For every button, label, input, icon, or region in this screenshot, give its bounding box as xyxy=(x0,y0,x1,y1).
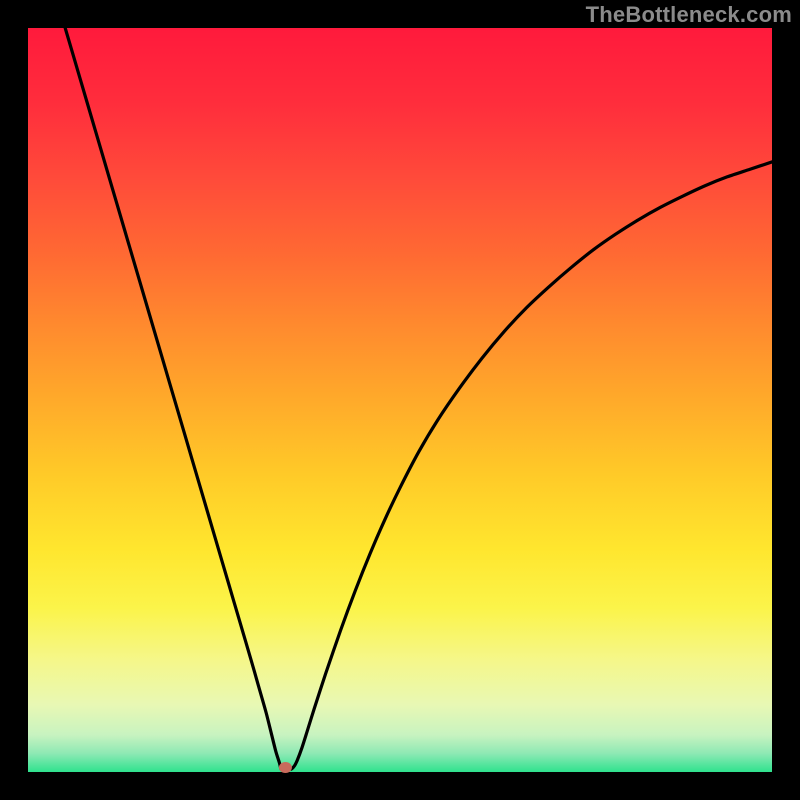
plot-background xyxy=(28,28,772,772)
watermark-label: TheBottleneck.com xyxy=(586,2,792,28)
bottleneck-chart xyxy=(0,0,800,800)
optimal-point-marker xyxy=(279,762,292,773)
chart-container: TheBottleneck.com xyxy=(0,0,800,800)
